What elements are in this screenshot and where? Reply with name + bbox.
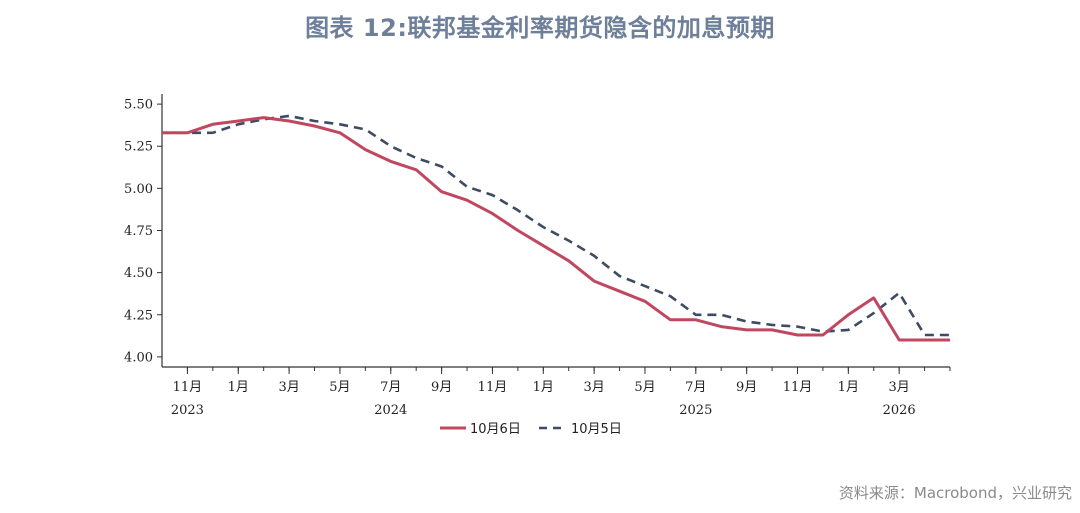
x-tick-label: 5月 <box>634 380 655 395</box>
x-tick-label: 3月 <box>583 380 604 395</box>
y-tick-label: 4.50 <box>124 266 153 281</box>
y-axis: 4.00 4.25 4.50 4.75 5.00 5.25 5.50 <box>124 94 163 367</box>
x-tick-label: 9月 <box>736 380 757 395</box>
x-axis: 11月 1月 3月 5月 7月 9月 11月 1月 3月 5月 7月 9月 11月 1月 3月 2023 202… <box>162 366 951 418</box>
chart-title: 图表 12:联邦基金利率期货隐含的加息预期 <box>305 14 775 42</box>
x-tick-label: 11月 <box>783 380 813 395</box>
year-label: 2026 <box>883 403 916 418</box>
source-note: 资料来源：Macrobond，兴业研究 <box>838 484 1072 502</box>
legend-label: 10月5日 <box>571 422 622 437</box>
year-label: 2025 <box>679 403 712 418</box>
y-tick-label: 4.25 <box>124 308 153 323</box>
legend: 10月6日 10月5日 <box>440 422 622 437</box>
x-tick-label: 5月 <box>329 380 350 395</box>
series-line-oct-6 <box>162 116 950 342</box>
y-tick-label: 5.25 <box>124 140 153 155</box>
x-tick-label: 1月 <box>838 380 859 395</box>
x-tick-label: 3月 <box>278 380 299 395</box>
y-tick-label: 4.00 <box>124 350 153 365</box>
x-tick-label: 3月 <box>889 380 910 395</box>
x-tick-label: 7月 <box>380 380 401 395</box>
x-tick-label: 1月 <box>228 380 249 395</box>
year-label: 2024 <box>374 403 407 418</box>
y-tick-label: 4.75 <box>124 224 153 239</box>
series-line-oct-5 <box>162 114 950 337</box>
y-tick-label: 5.00 <box>124 182 153 197</box>
x-tick-label: 1月 <box>533 380 554 395</box>
year-label: 2023 <box>171 403 204 418</box>
x-tick-label: 9月 <box>431 380 452 395</box>
x-tick-label: 7月 <box>685 380 706 395</box>
series-layer <box>162 114 950 342</box>
legend-label: 10月6日 <box>470 422 521 437</box>
y-tick-label: 5.50 <box>124 98 153 113</box>
x-tick-label: 11月 <box>478 380 508 395</box>
x-tick-label: 11月 <box>173 380 203 395</box>
